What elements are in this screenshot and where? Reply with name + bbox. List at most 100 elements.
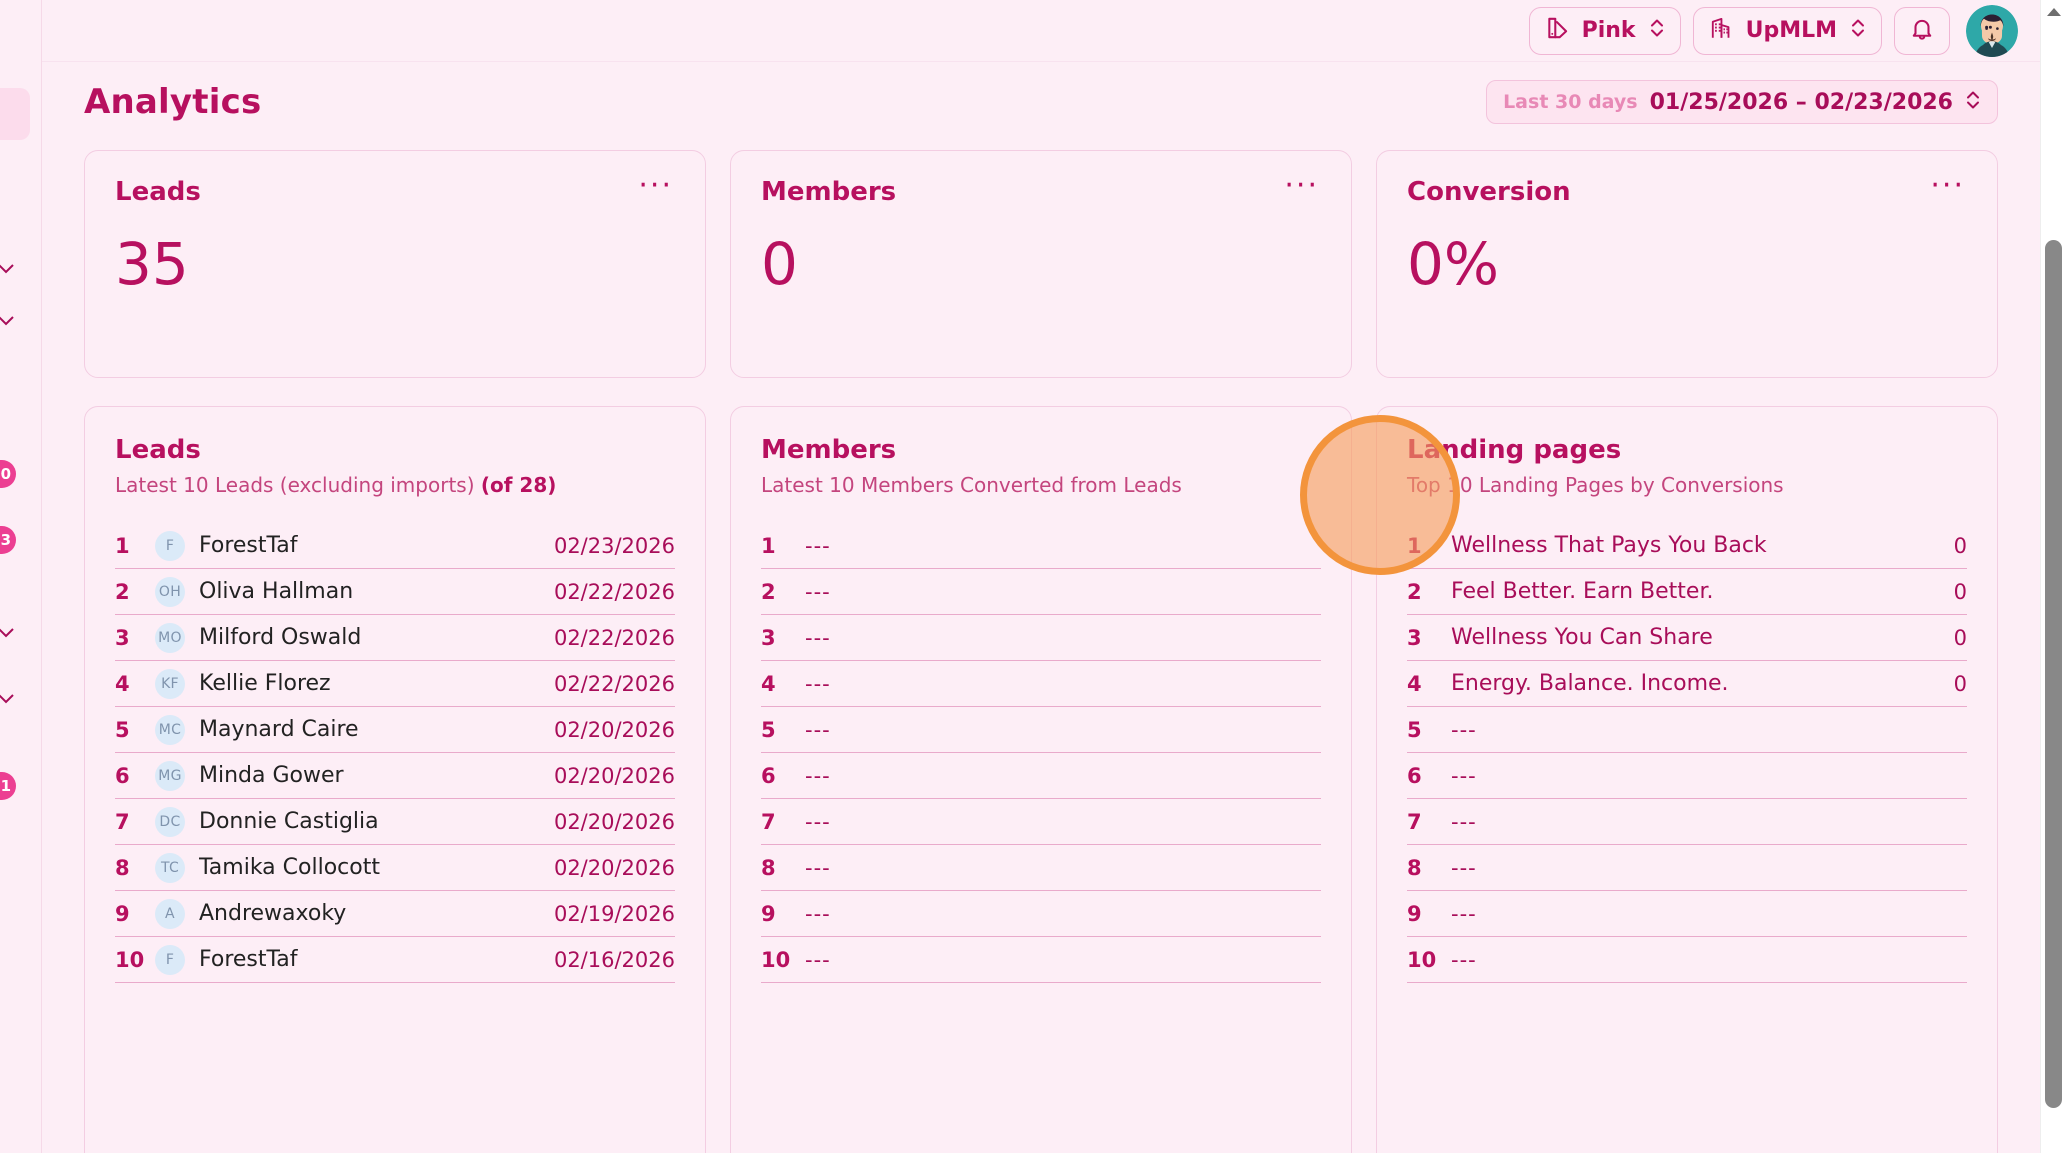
sidebar-active-item[interactable]: [0, 88, 30, 140]
lead-name: ForestTaf: [199, 947, 298, 972]
leads-list: 1 F ForestTaf 02/23/2026 2 OH Oliva Hallman 02/…: [115, 523, 675, 983]
page-header: Analytics Last 30 days 01/25/2026 – 02/2…: [84, 62, 1998, 136]
avatar: MG: [155, 760, 185, 791]
table-row[interactable]: 1 F ForestTaf 02/23/2026: [115, 523, 675, 569]
row-rank: 7: [115, 809, 130, 834]
lead-date: 02/20/2026: [553, 855, 675, 880]
top-bar: Pink UpMLM: [42, 0, 2040, 62]
row-rank: 8: [115, 855, 130, 880]
sidebar-rail[interactable]: 0 3 1: [0, 0, 42, 1153]
member-name: ---: [805, 579, 831, 604]
table-row[interactable]: 2 OH Oliva Hallman 02/22/2026: [115, 569, 675, 615]
row-rank: 10: [115, 947, 145, 972]
organization-selector-button[interactable]: UpMLM: [1692, 6, 1882, 55]
table-row[interactable]: 6 ---: [1407, 753, 1967, 799]
landing-page-conversions: 0: [1953, 533, 1967, 558]
notifications-button[interactable]: [1894, 6, 1950, 55]
row-rank: 7: [761, 809, 776, 834]
chevron-down-icon[interactable]: [0, 688, 16, 708]
row-rank: 1: [115, 533, 130, 558]
panel-title: Landing pages: [1407, 435, 1622, 465]
avatar: KF: [155, 668, 185, 699]
table-row[interactable]: 9 A Andrewaxoky 02/19/2026: [115, 891, 675, 937]
page-scrollbar[interactable]: [2040, 0, 2065, 1153]
lead-name: Tamika Collocott: [199, 855, 380, 880]
avatar: TC: [155, 852, 185, 883]
table-row[interactable]: 8 ---: [761, 845, 1321, 891]
row-rank: 6: [761, 763, 776, 788]
landing-pages-panel: Landing pages Top 10 Landing Pages by Co…: [1376, 406, 1998, 1153]
member-name: ---: [805, 625, 831, 650]
table-row[interactable]: 10 ---: [1407, 937, 1967, 983]
landing-page-conversions: 0: [1953, 625, 1967, 650]
lead-name: Milford Oswald: [199, 625, 362, 650]
table-row[interactable]: 8 ---: [1407, 845, 1967, 891]
panel-subtitle: Top 10 Landing Pages by Conversions: [1407, 473, 1784, 497]
table-row[interactable]: 9 ---: [1407, 891, 1967, 937]
table-row[interactable]: 4 Energy. Balance. Income. 0: [1407, 661, 1967, 707]
table-row[interactable]: 5 ---: [761, 707, 1321, 753]
table-row[interactable]: 10 ---: [761, 937, 1321, 983]
row-rank: 2: [1407, 579, 1422, 604]
sidebar-badge: 3: [0, 526, 16, 554]
panel-title: Leads: [115, 435, 201, 465]
lead-date: 02/20/2026: [553, 809, 675, 834]
table-row[interactable]: 7 ---: [1407, 799, 1967, 845]
table-row[interactable]: 7 DC Donnie Castiglia 02/20/2026: [115, 799, 675, 845]
avatar: F: [155, 530, 185, 561]
member-name: ---: [805, 763, 831, 788]
chevron-updown-icon: [1649, 16, 1665, 46]
table-row[interactable]: 1 Wellness That Pays You Back 0: [1407, 523, 1967, 569]
sidebar-badge: 0: [0, 460, 16, 488]
table-row[interactable]: 4 KF Kellie Florez 02/22/2026: [115, 661, 675, 707]
lead-date: 02/20/2026: [553, 717, 675, 742]
user-avatar[interactable]: [1966, 4, 2018, 57]
table-row[interactable]: 3 Wellness You Can Share 0: [1407, 615, 1967, 661]
building-icon: [1709, 15, 1735, 47]
lead-date: 02/22/2026: [553, 625, 675, 650]
table-row[interactable]: 2 Feel Better. Earn Better. 0: [1407, 569, 1967, 615]
date-range-value: 01/25/2026 – 02/23/2026: [1649, 89, 1953, 115]
landing-page-conversions: 0: [1953, 579, 1967, 604]
chevron-down-icon[interactable]: [0, 310, 16, 330]
table-row[interactable]: 5 MC Maynard Caire 02/20/2026: [115, 707, 675, 753]
table-row[interactable]: 10 F ForestTaf 02/16/2026: [115, 937, 675, 983]
theme-selector-button[interactable]: Pink: [1528, 6, 1681, 55]
panel-title: Members: [761, 435, 897, 465]
lead-date: 02/22/2026: [553, 579, 675, 604]
card-menu-button[interactable]: ···: [638, 168, 673, 203]
table-row[interactable]: 3 MO Milford Oswald 02/22/2026: [115, 615, 675, 661]
lead-date: 02/19/2026: [553, 901, 675, 926]
table-row[interactable]: 9 ---: [761, 891, 1321, 937]
scrollbar-thumb[interactable]: [2045, 240, 2062, 1108]
chevron-down-icon[interactable]: [0, 622, 16, 642]
member-name: ---: [805, 947, 831, 972]
table-row[interactable]: 6 ---: [761, 753, 1321, 799]
lead-name: ForestTaf: [199, 533, 298, 558]
table-row[interactable]: 7 ---: [761, 799, 1321, 845]
members-panel: Members Latest 10 Members Converted from…: [730, 406, 1352, 1153]
row-rank: 7: [1407, 809, 1422, 834]
member-name: ---: [805, 809, 831, 834]
table-row[interactable]: 5 ---: [1407, 707, 1967, 753]
scroll-up-arrow-icon[interactable]: [2041, 2, 2065, 22]
landing-page-name: ---: [1451, 717, 1477, 742]
table-row[interactable]: 6 MG Minda Gower 02/20/2026: [115, 753, 675, 799]
table-row[interactable]: 2 ---: [761, 569, 1321, 615]
avatar: OH: [155, 576, 185, 607]
row-rank: 8: [1407, 855, 1422, 880]
date-range-selector[interactable]: Last 30 days 01/25/2026 – 02/23/2026: [1486, 80, 1998, 124]
table-row[interactable]: 3 ---: [761, 615, 1321, 661]
member-name: ---: [805, 533, 831, 558]
avatar: F: [155, 944, 185, 975]
table-row[interactable]: 1 ---: [761, 523, 1321, 569]
landing-page-name: ---: [1451, 947, 1477, 972]
table-row[interactable]: 8 TC Tamika Collocott 02/20/2026: [115, 845, 675, 891]
list-cards-row: Leads Latest 10 Leads (excluding imports…: [84, 406, 1998, 1153]
card-menu-button[interactable]: ···: [1284, 168, 1319, 203]
date-range-preset-label: Last 30 days: [1503, 91, 1638, 113]
table-row[interactable]: 4 ---: [761, 661, 1321, 707]
card-menu-button[interactable]: ···: [1930, 168, 1965, 203]
chevron-down-icon[interactable]: [0, 258, 16, 278]
avatar: MO: [155, 622, 185, 653]
